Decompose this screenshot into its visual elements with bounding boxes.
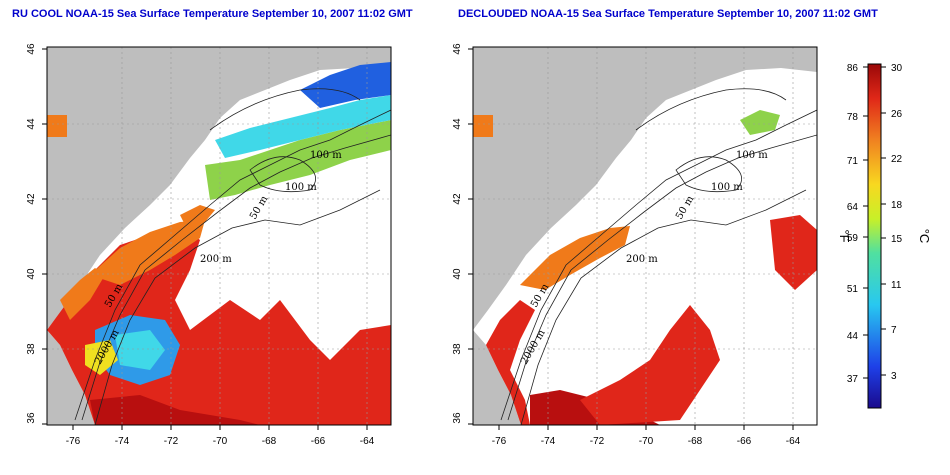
contour-label: 200 m xyxy=(626,254,658,265)
map-frame-right xyxy=(472,46,818,426)
celsius-unit: °C xyxy=(917,229,932,244)
colorbar: 86 78 71 64 59 51 44 37 30 26 22 18 15 1… xyxy=(837,63,932,409)
fahrenheit-label: 64 xyxy=(847,202,859,213)
orange-shelf-right xyxy=(520,226,630,290)
warm-spot-left xyxy=(47,115,67,137)
lon-tick-label: -76 xyxy=(66,436,81,447)
lat-tick-label: 40 xyxy=(452,268,463,280)
lat-axis-left: 46 44 42 40 38 36 xyxy=(26,43,47,425)
fahrenheit-label: 78 xyxy=(847,112,859,123)
lon-tick-label: -74 xyxy=(541,436,556,447)
lat-tick-label: 40 xyxy=(26,268,37,280)
sst-map-left xyxy=(47,47,391,425)
lon-tick-label: -66 xyxy=(311,436,326,447)
lat-tick-label: 36 xyxy=(452,412,463,424)
lon-tick-label: -76 xyxy=(492,436,507,447)
celsius-label: 7 xyxy=(891,325,897,336)
lat-axis-right: 46 44 42 40 38 36 xyxy=(452,43,473,425)
lon-tick-label: -74 xyxy=(115,436,130,447)
colorbar-gradient xyxy=(867,63,882,409)
fahrenheit-unit: °F xyxy=(837,229,852,242)
lat-tick-label: 44 xyxy=(26,118,37,130)
lon-tick-label: -70 xyxy=(213,436,228,447)
fahrenheit-label: 51 xyxy=(847,284,859,295)
contour-label: 100 m xyxy=(711,182,743,193)
warm-east-right xyxy=(770,215,817,290)
warm-patch-right xyxy=(580,305,720,425)
green-north-right xyxy=(740,110,780,135)
contour-label: 200 m xyxy=(200,254,232,265)
orange-north-left xyxy=(180,205,215,225)
land-southwest-left xyxy=(47,330,95,425)
lon-tick-label: -72 xyxy=(164,436,179,447)
bathymetry-contours-left xyxy=(74,88,391,425)
lon-axis-left: -76 -74 -72 -70 -68 -66 -64 xyxy=(66,425,375,447)
map-title-right: DECLOUDED NOAA-15 Sea Surface Temperatur… xyxy=(458,8,878,20)
lon-tick-label: -70 xyxy=(639,436,654,447)
hot-water-left xyxy=(90,395,260,425)
contour-label: 100 m xyxy=(310,150,342,161)
celsius-label: 30 xyxy=(891,63,903,74)
fahrenheit-label: 71 xyxy=(847,156,859,167)
lon-tick-label: -72 xyxy=(590,436,605,447)
land-northeast-left xyxy=(47,47,391,330)
celsius-label: 15 xyxy=(891,234,903,245)
lon-tick-label: -68 xyxy=(262,436,277,447)
fahrenheit-label: 37 xyxy=(847,374,859,385)
lon-tick-label: -64 xyxy=(786,436,801,447)
land-northeast-right xyxy=(473,47,817,330)
map-frame-left xyxy=(46,46,392,426)
cyan-band-left xyxy=(215,95,391,158)
celsius-label: 3 xyxy=(891,371,897,382)
lat-tick-label: 46 xyxy=(452,43,463,55)
lat-tick-label: 36 xyxy=(26,412,37,424)
orange-coast-strip-left xyxy=(60,268,105,320)
sst-map-right xyxy=(473,47,817,425)
green-band-left xyxy=(205,120,391,200)
lon-tick-label: -68 xyxy=(688,436,703,447)
warm-spot-right xyxy=(473,115,493,137)
lat-tick-label: 42 xyxy=(26,193,37,205)
celsius-label: 22 xyxy=(891,154,903,165)
cyan-eddy-left xyxy=(115,330,165,370)
bathymetry-contours-right xyxy=(500,88,817,425)
lon-axis-right: -76 -74 -72 -70 -68 -66 -64 xyxy=(492,425,801,447)
celsius-label: 26 xyxy=(891,109,903,120)
fahrenheit-label: 59 xyxy=(847,233,859,244)
contour-label: 100 m xyxy=(736,150,768,161)
warm-coast-right xyxy=(486,300,535,425)
lat-tick-label: 42 xyxy=(452,193,463,205)
celsius-label: 18 xyxy=(891,200,903,211)
fahrenheit-label: 44 xyxy=(847,331,859,342)
fahrenheit-label: 86 xyxy=(847,63,859,74)
lon-tick-label: -64 xyxy=(360,436,375,447)
contour-label: 100 m xyxy=(285,182,317,193)
lat-tick-label: 38 xyxy=(452,343,463,355)
orange-shelf-left xyxy=(90,220,205,285)
land-southwest-right xyxy=(473,330,521,425)
lat-tick-label: 38 xyxy=(26,343,37,355)
blue-fundy-left xyxy=(300,62,391,108)
lon-tick-label: -66 xyxy=(737,436,752,447)
map-title-left: RU COOL NOAA-15 Sea Surface Temperature … xyxy=(12,8,413,20)
lat-tick-label: 46 xyxy=(26,43,37,55)
celsius-label: 11 xyxy=(891,280,902,291)
lat-tick-label: 44 xyxy=(452,118,463,130)
